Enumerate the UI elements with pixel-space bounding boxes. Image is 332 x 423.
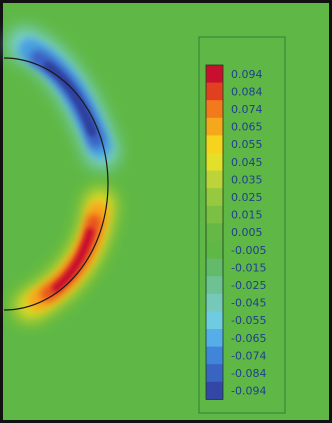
colorbar-swatch: [206, 188, 223, 207]
negative-stress-region: [7, 27, 119, 169]
colorbar-swatch: [206, 135, 223, 154]
colorbar-swatch: [206, 276, 223, 295]
colorbar-swatch: [206, 82, 223, 101]
colorbar-tick-label: 0.015: [231, 209, 263, 222]
colorbar-swatch: [206, 364, 223, 383]
colorbar-tick-label: -0.055: [231, 314, 266, 327]
colorbar-swatch: [206, 65, 223, 83]
colorbar-swatch: [206, 117, 223, 136]
colorbar-swatch: [206, 205, 223, 224]
colorbar-tick-label: 0.005: [231, 226, 263, 239]
colorbar-swatch: [206, 258, 223, 277]
colorbar-tick-label: -0.015: [231, 261, 266, 274]
colorbar: 0.094 0.084 0.074 0.065 0.055 0.045 0.035 0.025…: [205, 64, 266, 400]
colorbar-swatch: [206, 241, 223, 259]
colorbar-tick-label: 0.084: [231, 85, 263, 98]
colorbar-tick-label: 0.055: [231, 138, 263, 151]
colorbar-tick-label: 0.074: [231, 103, 263, 116]
colorbar-tick-label: -0.025: [231, 279, 266, 292]
colorbar-tick-label: -0.084: [231, 367, 266, 380]
legend-box: [198, 36, 286, 414]
colorbar-swatch: [206, 100, 223, 119]
colorbar-swatch: [206, 346, 223, 365]
hole-boundary: [3, 57, 109, 311]
colorbar-tick-label: 0.065: [231, 121, 263, 134]
colorbar-tick-label: 0.025: [231, 191, 263, 204]
colorbar-tick-label: 0.094: [231, 68, 263, 81]
colorbar-swatch: [206, 170, 223, 189]
positive-stress-region: [15, 189, 115, 321]
colorbar-tick-label: 0.035: [231, 173, 263, 186]
colorbar-outline: [205, 64, 224, 400]
colorbar-tick-label: -0.045: [231, 297, 266, 310]
colorbar-tick-label: 0.045: [231, 156, 263, 169]
colorbar-swatch: [206, 381, 223, 400]
colorbar-swatch: [206, 293, 223, 312]
colorbar-tick-label: -0.094: [231, 385, 266, 398]
colorbar-swatch: [206, 153, 223, 171]
colorbar-swatch: [206, 311, 223, 330]
colorbar-tick-label: -0.065: [231, 332, 266, 345]
colorbar-swatch: [206, 223, 223, 242]
colorbar-tick-label: -0.074: [231, 349, 266, 362]
colorbar-tick-label: -0.005: [231, 244, 266, 257]
colorbar-swatch: [206, 329, 223, 347]
